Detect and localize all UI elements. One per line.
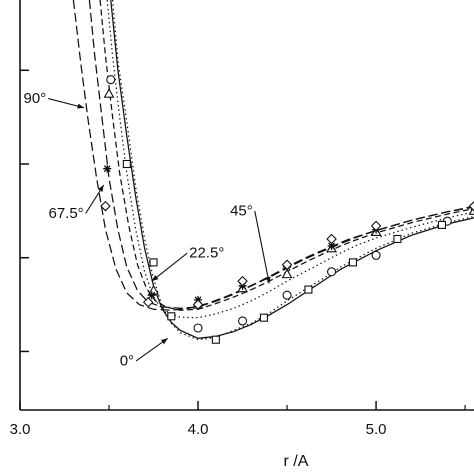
annotation-label: 90°: [24, 90, 47, 107]
data-point: [103, 164, 112, 173]
annotation-arrow: [151, 252, 188, 282]
series-line: [72, 0, 474, 311]
data-point: [281, 268, 293, 279]
data-point: [103, 88, 115, 98]
data-point: [437, 220, 447, 229]
data-point: [327, 242, 336, 250]
data-point: [326, 233, 337, 245]
x-tick-label: 3.0: [10, 421, 31, 438]
data-point: [259, 313, 268, 322]
data-point: [237, 275, 248, 287]
annotation-label: 45°: [230, 203, 253, 220]
data-point: [122, 159, 131, 169]
data-point: [468, 205, 474, 215]
data-point: [393, 234, 402, 244]
data-point: [193, 323, 203, 333]
annotations: 90° 67.5° 22.5° 45° 0°: [24, 90, 271, 369]
series-line: [99, 0, 474, 311]
data-point: [370, 220, 382, 232]
series-line: [110, 0, 474, 339]
annotation-label: 22.5°: [189, 245, 224, 262]
data-point: [149, 258, 158, 267]
annotation-label: 67.5°: [48, 205, 83, 222]
data-point: [327, 267, 337, 277]
x-tick-label: 5.0: [366, 421, 387, 438]
series-line: [88, 0, 474, 309]
arrow-head: [77, 103, 85, 109]
data-point: [468, 200, 474, 212]
x-tick-label: 4.0: [188, 421, 209, 438]
plot-frame: [19, 0, 474, 411]
data-point: [106, 75, 116, 85]
arrow-head: [97, 185, 104, 192]
data-point: [282, 290, 292, 300]
data-point: [147, 291, 156, 300]
data-point: [237, 316, 248, 326]
data-point: [167, 312, 176, 321]
data-point: [348, 258, 357, 267]
data-point: [281, 259, 293, 271]
arrow-head: [151, 275, 159, 282]
series-curves: [72, 0, 474, 341]
data-point: [371, 250, 381, 260]
series-line: [111, 0, 474, 341]
data-point: [142, 296, 154, 308]
x-axis-title: r /A: [284, 453, 309, 470]
data-point: [211, 335, 220, 344]
arrow-head: [160, 338, 168, 345]
axis-ticks: 3.0 4.0 5.0: [10, 69, 466, 438]
data-point: [192, 299, 204, 310]
series-markers: [100, 75, 474, 344]
series-line: [106, 0, 474, 319]
annotation-label: 0°: [120, 352, 134, 369]
data-point: [304, 285, 313, 294]
data-point: [100, 200, 111, 212]
annotation-arrow: [254, 210, 270, 284]
arrow-head: [265, 276, 271, 284]
